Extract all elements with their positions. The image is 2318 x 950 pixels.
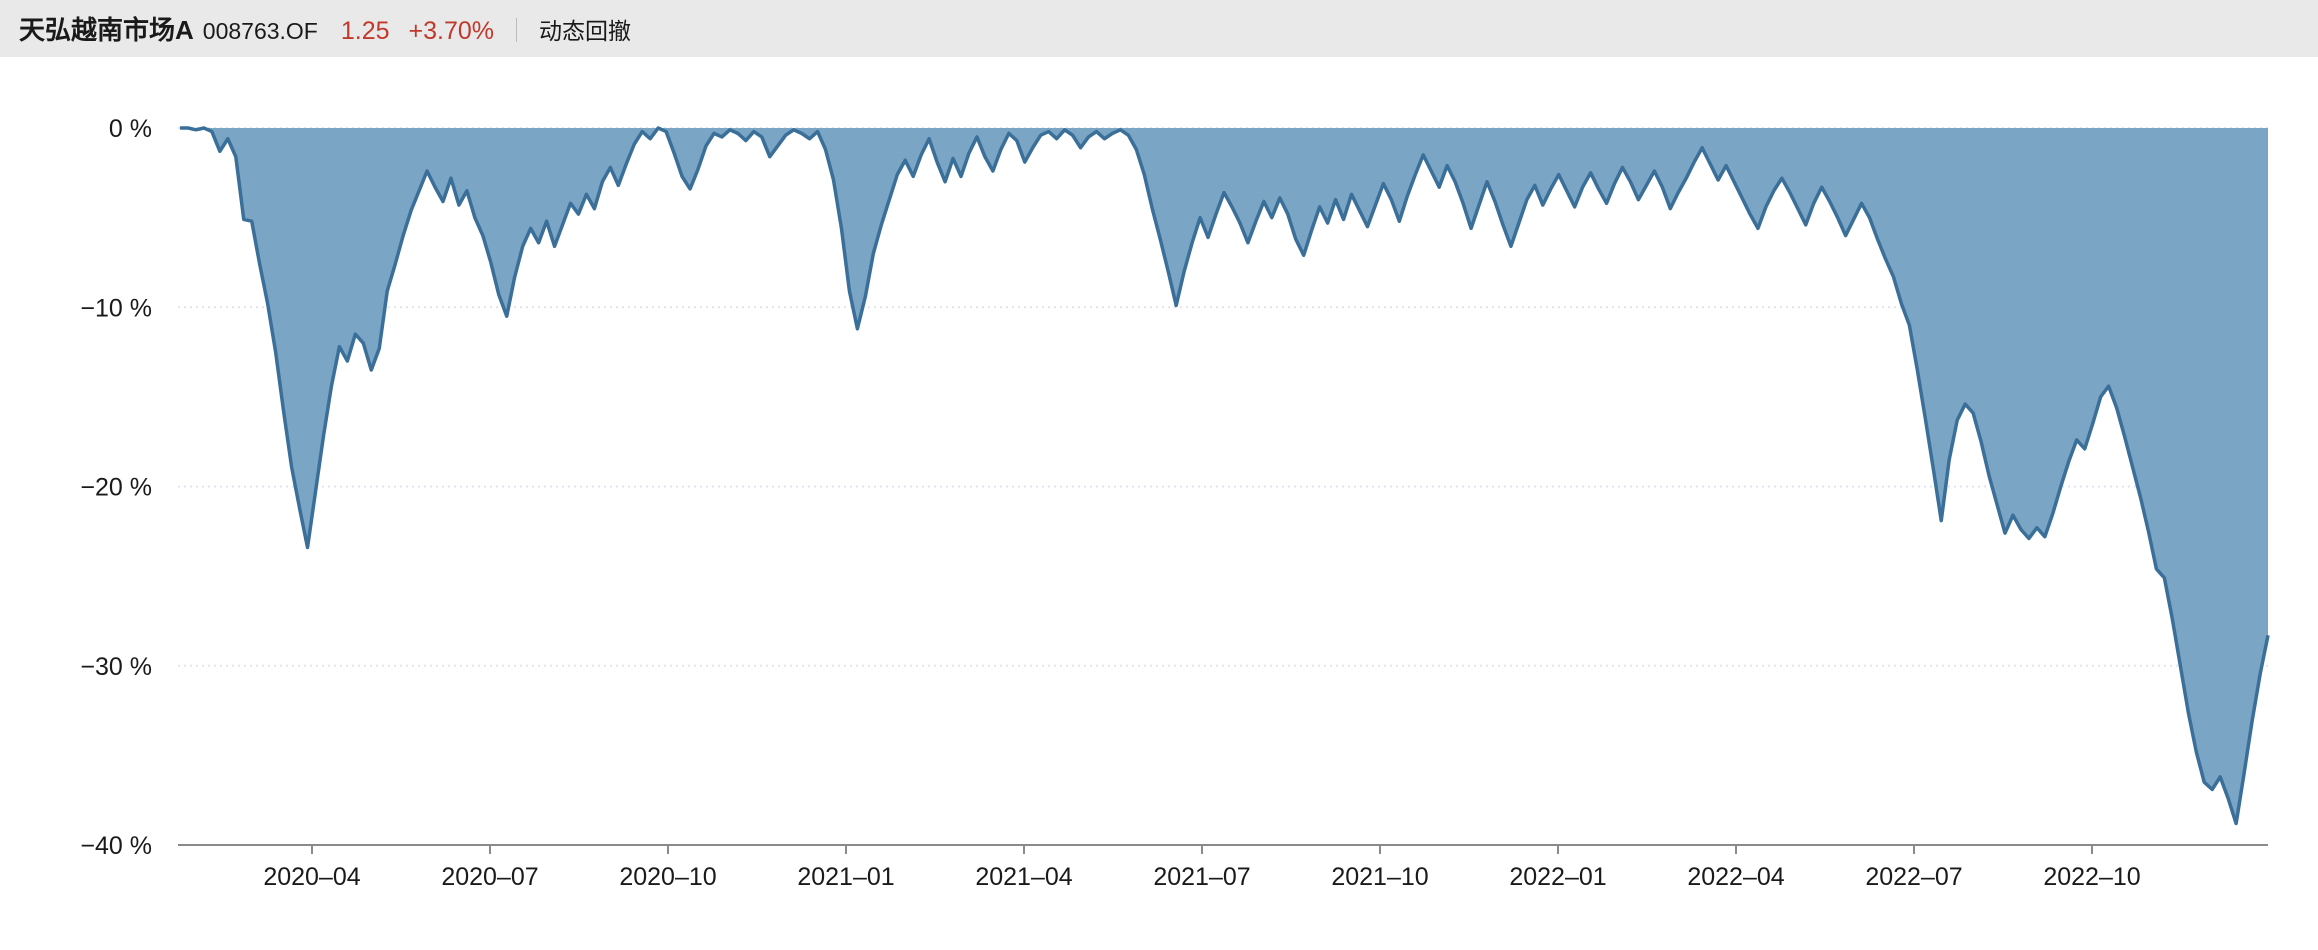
x-axis-tick-label: 2020‒07 — [441, 863, 538, 891]
fund-header-content: 天弘越南市场A 008763.OF 1.25 +3.70% 动态回撤 — [19, 10, 631, 47]
x-axis-tick-label: 2022‒10 — [2043, 863, 2140, 891]
x-axis-tick-label: 2022‒04 — [1687, 863, 1784, 891]
y-axis-tick-label: −40 % — [80, 832, 152, 860]
fund-nav-value: 1.25 — [340, 17, 390, 45]
metric-label-drawdown[interactable]: 动态回撤 — [539, 18, 632, 44]
y-tick-labels-group: 0 % −10 % −20 % −30 % −40 % — [80, 115, 152, 860]
fund-code: 008763.OF — [202, 18, 318, 44]
y-axis-tick-label: 0 % — [109, 115, 152, 143]
x-axis-tick-label: 2021‒04 — [975, 863, 1072, 891]
drawdown-area-fill — [180, 128, 2268, 824]
area-series-group — [180, 126, 2270, 826]
x-axis-tick-label: 2021‒07 — [1153, 863, 1250, 891]
y-axis-tick-label: −30 % — [80, 653, 152, 681]
drawdown-area-chart[interactable]: 0 %−10 %−20 %−30 %−40 % 2020‒04 2020‒07 20… — [0, 57, 2318, 950]
x-axis-group — [178, 844, 2268, 854]
x-axis-tick-label: 2020‒04 — [263, 863, 360, 891]
drawdown-line — [180, 126, 2270, 826]
y-axis-tick-label: −20 % — [80, 474, 152, 502]
x-axis-tick-label: 2022‒07 — [1865, 863, 1962, 891]
x-axis-tick-label: 2020‒10 — [619, 863, 716, 891]
fund-name: 天弘越南市场A — [19, 15, 194, 45]
x-axis-tick-label: 2021‒01 — [797, 863, 894, 891]
y-axis-tick-label: −10 % — [80, 294, 152, 322]
x-axis-tick-label: 2022‒01 — [1509, 863, 1606, 891]
x-axis-tick-label: 2021‒10 — [1331, 863, 1428, 891]
header-divider — [516, 18, 518, 42]
fund-header-bar: 天弘越南市场A 008763.OF 1.25 +3.70% 动态回撤 — [0, 0, 2318, 57]
fund-change-percent: +3.70% — [408, 17, 495, 45]
chart-container[interactable]: 0 % −10 % −20 % −30 % −40 % 2020‒04 2020‒07 20… — [0, 57, 2318, 950]
x-tick-labels-group: 2020‒04 2020‒07 2020‒10 2021‒01 2021‒04 2021‒… — [263, 863, 2140, 891]
